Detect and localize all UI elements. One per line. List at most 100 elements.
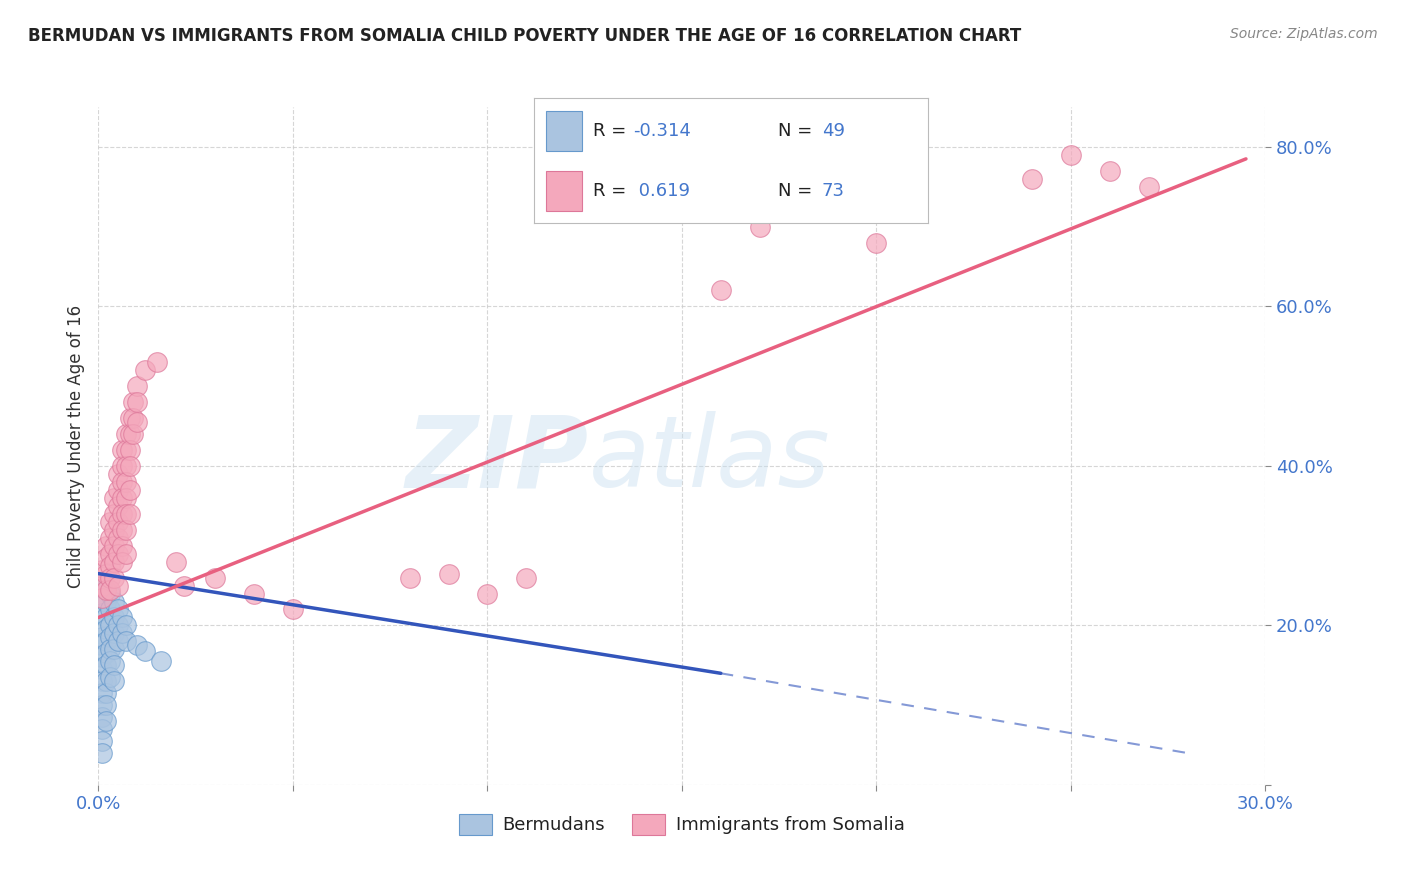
Point	[96, 686, 118, 700]
Point	[134, 644, 156, 658]
Text: N =: N =	[779, 121, 818, 139]
Point	[114, 491, 136, 505]
Point	[748, 219, 770, 234]
Text: BERMUDAN VS IMMIGRANTS FROM SOMALIA CHILD POVERTY UNDER THE AGE OF 16 CORRELATIO: BERMUDAN VS IMMIGRANTS FROM SOMALIA CHIL…	[28, 27, 1021, 45]
Point	[96, 582, 118, 597]
Text: atlas: atlas	[589, 411, 830, 508]
Text: R =: R =	[593, 182, 633, 200]
Text: R =: R =	[593, 121, 633, 139]
Point	[107, 483, 129, 497]
Point	[114, 634, 136, 648]
Point	[96, 610, 118, 624]
Point	[111, 507, 134, 521]
Point	[114, 475, 136, 489]
Point	[118, 411, 141, 425]
Point	[107, 634, 129, 648]
Point	[111, 523, 134, 537]
Point	[98, 586, 121, 600]
Point	[91, 734, 114, 748]
Point	[146, 355, 169, 369]
Point	[91, 722, 114, 736]
Point	[98, 515, 121, 529]
Point	[1098, 164, 1121, 178]
Point	[103, 658, 125, 673]
Point	[91, 591, 114, 605]
Point	[96, 539, 118, 553]
Point	[149, 654, 172, 668]
Point	[103, 642, 125, 657]
Point	[96, 582, 118, 597]
Point	[865, 235, 887, 250]
Point	[107, 618, 129, 632]
Text: Source: ZipAtlas.com: Source: ZipAtlas.com	[1230, 27, 1378, 41]
Point	[103, 523, 125, 537]
Point	[91, 631, 114, 645]
Point	[91, 698, 114, 713]
Point	[127, 379, 149, 393]
Point	[107, 515, 129, 529]
Point	[103, 571, 125, 585]
Point	[103, 674, 125, 689]
Point	[91, 710, 114, 724]
Point	[96, 594, 118, 608]
Point	[98, 618, 121, 632]
Point	[107, 547, 129, 561]
Bar	[546, 170, 582, 211]
Point	[111, 555, 134, 569]
Point	[118, 427, 141, 442]
Y-axis label: Child Poverty Under the Age of 16: Child Poverty Under the Age of 16	[66, 304, 84, 588]
Point	[114, 523, 136, 537]
Point	[114, 427, 136, 442]
Point	[118, 483, 141, 497]
Bar	[546, 111, 582, 151]
Point	[114, 442, 136, 457]
Point	[98, 631, 121, 645]
Point	[91, 650, 114, 665]
Point	[111, 458, 134, 473]
Legend: Bermudans, Immigrants from Somalia: Bermudans, Immigrants from Somalia	[450, 805, 914, 844]
Point	[103, 507, 125, 521]
Point	[91, 686, 114, 700]
Point	[111, 442, 134, 457]
Point	[98, 531, 121, 545]
Point	[437, 566, 460, 581]
Point	[787, 203, 810, 218]
Point	[96, 634, 118, 648]
Text: 0.619: 0.619	[633, 182, 690, 200]
Point	[98, 547, 121, 561]
Point	[111, 610, 134, 624]
Point	[98, 670, 121, 684]
Point	[96, 550, 118, 565]
Point	[96, 623, 118, 637]
Point	[122, 395, 145, 409]
Point	[91, 618, 114, 632]
Point	[118, 507, 141, 521]
Point	[98, 602, 121, 616]
Point	[165, 555, 187, 569]
Point	[96, 566, 118, 581]
Point	[91, 662, 114, 676]
Text: 73: 73	[821, 182, 845, 200]
Point	[127, 639, 149, 653]
Point	[98, 571, 121, 585]
Point	[103, 594, 125, 608]
Point	[91, 674, 114, 689]
Point	[118, 458, 141, 473]
Point	[1137, 179, 1160, 194]
Point	[103, 539, 125, 553]
Point	[98, 654, 121, 668]
Text: ZIP: ZIP	[405, 411, 589, 508]
Point	[91, 746, 114, 760]
Point	[114, 618, 136, 632]
Point	[107, 578, 129, 592]
Point	[103, 626, 125, 640]
Point	[477, 586, 499, 600]
Point	[204, 571, 226, 585]
Point	[103, 555, 125, 569]
Point	[91, 639, 114, 653]
Point	[127, 415, 149, 429]
Point	[96, 714, 118, 728]
Point	[91, 563, 114, 577]
Point	[118, 442, 141, 457]
Point	[173, 578, 195, 592]
